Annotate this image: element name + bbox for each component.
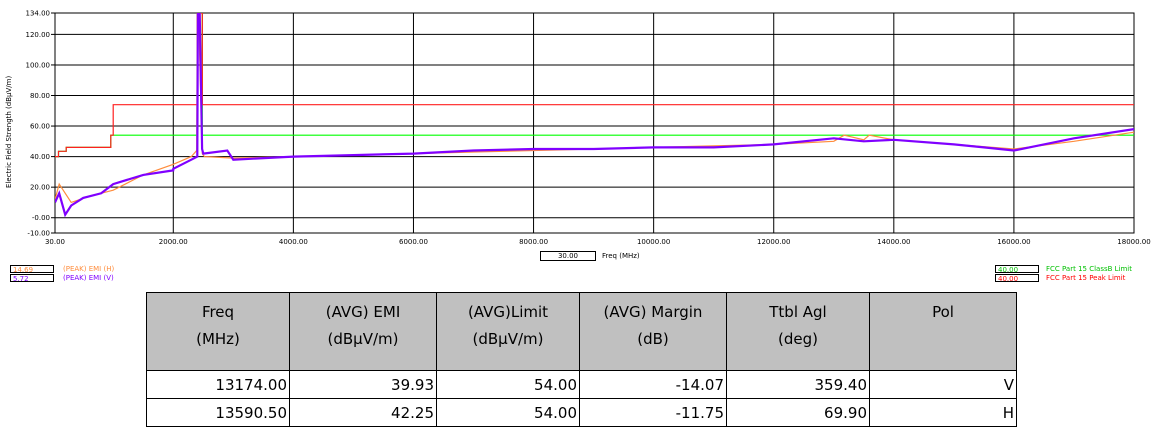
chart-series	[55, 13, 1134, 218]
emi-chart: 30.00 2000.00 4000.00 6000.00 8000.00 10000.0…	[5, 10, 1151, 247]
cell-emi: 42.25	[289, 398, 437, 427]
y-axis-label: Electric Field Strength (dBµV/m)	[5, 76, 13, 188]
series-line-peak-emi-v	[55, 13, 1134, 218]
header-freq: Freq (MHz)	[146, 292, 290, 371]
cell-emi: 39.93	[289, 370, 437, 399]
cell-angle: 359.40	[726, 370, 870, 399]
cell-margin: -14.07	[579, 370, 727, 399]
freq-readout[interactable]: 30.00	[540, 251, 596, 261]
series-line-fcc-part-15-peak-limit	[55, 13, 1134, 158]
chart-ticks: 30.00 2000.00 4000.00 6000.00 8000.00 10000.0…	[26, 10, 1151, 247]
x-tick-label: 18000.00	[1117, 238, 1150, 246]
y-tick-label: 120.00	[26, 31, 51, 39]
legend-value-box[interactable]: 40.00	[995, 274, 1039, 283]
legend-value-box[interactable]: 40.00	[995, 265, 1039, 274]
cell-pol: V	[869, 370, 1017, 399]
y-tick-label: 20.00	[30, 184, 50, 192]
cell-limit: 54.00	[436, 398, 580, 427]
x-axis-label: Freq (MHz)	[602, 252, 640, 260]
legend-label: (PEAK) EMI (H)	[63, 265, 115, 273]
results-table: Freq (MHz) (AVG) EMI (dBµV/m) (AVG)Limit (d…	[146, 292, 1017, 427]
x-tick-label: 4000.00	[279, 238, 308, 246]
x-tick-label: 6000.00	[399, 238, 428, 246]
x-tick-label: 14000.00	[877, 238, 910, 246]
x-tick-label: 10000.00	[637, 238, 670, 246]
y-tick-label: -0.00	[32, 214, 50, 222]
cell-limit: 54.00	[436, 370, 580, 399]
header-ttbl-agl: Ttbl Agl (deg)	[726, 292, 870, 371]
header-pol: Pol	[869, 292, 1017, 371]
cell-freq: 13590.50	[146, 398, 290, 427]
legend-label: FCC Part 15 Peak Limit	[1046, 274, 1126, 282]
x-tick-label: 16000.00	[997, 238, 1030, 246]
table-header-row: Freq (MHz) (AVG) EMI (dBµV/m) (AVG)Limit (d…	[146, 292, 1017, 371]
chart-grid	[51, 12, 1135, 234]
cell-margin: -11.75	[579, 398, 727, 427]
plot-area	[54, 12, 1135, 234]
cell-angle: 69.90	[726, 398, 870, 427]
cell-freq: 13174.00	[146, 370, 290, 399]
y-tick-label: 60.00	[30, 123, 50, 131]
header-avg-emi: (AVG) EMI (dBµV/m)	[289, 292, 437, 371]
cell-pol: H	[869, 398, 1017, 427]
legend-value-box[interactable]: 14.69	[10, 265, 54, 274]
header-avg-margin: (AVG) Margin (dB)	[579, 292, 727, 371]
y-tick-label: 100.00	[26, 61, 51, 69]
y-tick-label: -10.00	[27, 230, 50, 238]
y-tick-label: 134.00	[26, 10, 51, 18]
y-tick-label: 40.00	[30, 153, 50, 161]
legend-label: FCC Part 15 ClassB Limit	[1046, 265, 1132, 273]
x-tick-label: 12000.00	[757, 238, 790, 246]
y-tick-label: 80.00	[30, 92, 50, 100]
table-row: 13590.50 42.25 54.00 -11.75 69.90 H	[146, 398, 1017, 427]
x-tick-label: 2000.00	[159, 238, 188, 246]
header-avg-limit: (AVG)Limit (dBµV/m)	[436, 292, 580, 371]
x-tick-label: 8000.00	[519, 238, 548, 246]
x-tick-label: 30.00	[45, 238, 65, 246]
legend-value-box[interactable]: 5.72	[10, 274, 54, 283]
table-row: 13174.00 39.93 54.00 -14.07 359.40 V	[146, 370, 1017, 399]
legend-label: (PEAK) EMI (V)	[63, 274, 114, 282]
